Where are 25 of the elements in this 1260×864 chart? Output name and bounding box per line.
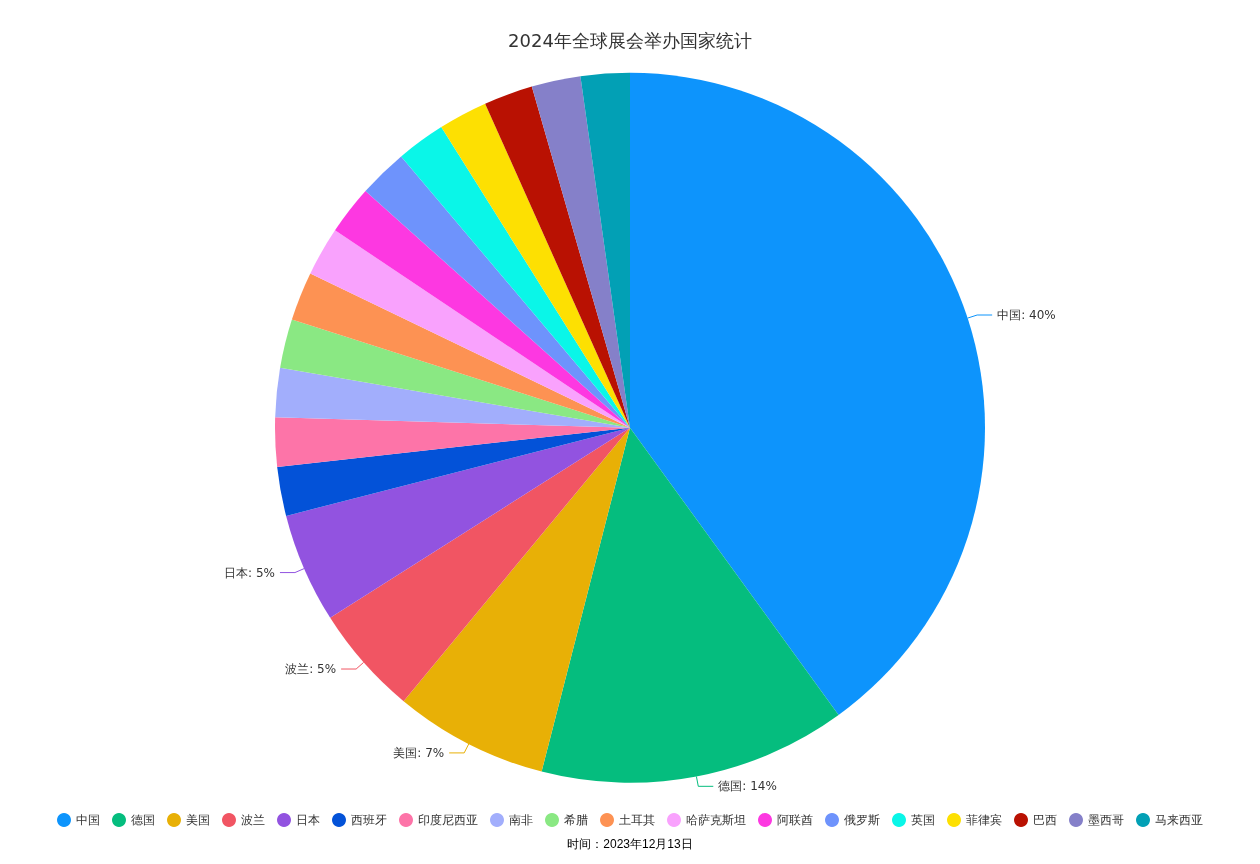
legend-label: 哈萨克斯坦 (686, 813, 746, 827)
legend-label: 波兰 (241, 813, 265, 827)
legend-label: 中国 (76, 813, 100, 827)
legend-label: 印度尼西亚 (418, 813, 478, 827)
data-label: 美国: 7% (393, 745, 445, 760)
legend-label: 巴西 (1033, 813, 1057, 827)
legend-label: 土耳其 (619, 813, 655, 827)
text: 时间：2023年12月13日 (567, 837, 693, 851)
legend-label: 俄罗斯 (844, 813, 880, 827)
legend-label: 西班牙 (351, 813, 387, 827)
data-label: 波兰: 5% (285, 662, 337, 677)
legend-label: 南非 (509, 813, 533, 827)
data-label: 德国: 14% (718, 779, 777, 794)
data-label: 中国: 40% (997, 308, 1056, 323)
legend-label: 德国 (131, 813, 155, 827)
legend-label: 英国 (911, 813, 935, 827)
legend-label: 阿联酋 (777, 813, 813, 827)
legend-label: 美国 (186, 813, 210, 827)
legend-label: 墨西哥 (1088, 813, 1124, 827)
legend-label: 日本 (296, 813, 320, 827)
legend-label: 马来西亚 (1155, 813, 1203, 827)
legend-label: 希腊 (564, 813, 588, 827)
legend-label: 菲律宾 (966, 813, 1002, 827)
data-label: 日本: 5% (224, 565, 275, 580)
chart-title: 2024年全球展会举办国家统计 (508, 29, 752, 51)
